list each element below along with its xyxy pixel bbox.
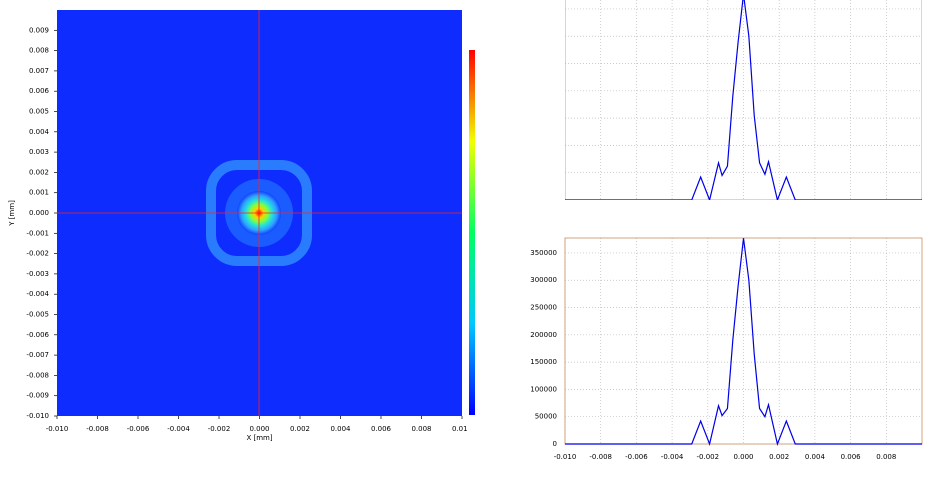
chart: -0.010 -0.009 -0.008 -0.007 -0.006 -0.005 -0.0… <box>8 26 505 442</box>
y-tick-label: 0 <box>553 440 557 448</box>
x-tick-label: -0.004 <box>661 453 684 461</box>
y-tick-label: 150000 <box>530 114 557 122</box>
colorbar-label: 75469.1 <box>480 324 505 331</box>
x-tick-label: 0.010 <box>452 425 472 433</box>
y-tick-label: 0.001 <box>29 189 49 197</box>
y-tick-label: -0.004 <box>26 290 49 298</box>
x-tick-label: 0.006 <box>371 425 392 433</box>
y-tick-label: 0.002 <box>29 168 49 176</box>
x-tick-label: 0.004 <box>805 453 826 461</box>
colorbar-label: 301876 <box>480 124 503 131</box>
x-tick-label: 0.006 <box>841 209 862 217</box>
colorbar-label: 264142 <box>480 157 503 164</box>
x-tick-label: -0.004 <box>661 209 684 217</box>
colorbar-label: 339611 <box>480 90 503 97</box>
x-tick-label: 0.000 <box>733 209 753 217</box>
x-tick-label: 0.008 <box>876 209 896 217</box>
x-tick-label: 0.002 <box>769 453 789 461</box>
x-tick-label: 0.002 <box>769 209 789 217</box>
x-tick-label: 0.000 <box>733 453 753 461</box>
y-tick-label: -0.007 <box>26 351 49 359</box>
y-tick-label: 50000 <box>535 169 557 177</box>
x-tick-label: -0.002 <box>697 209 720 217</box>
y-tick-label: 0.000 <box>29 209 49 217</box>
colorbar-label: 377345 <box>480 57 503 64</box>
x-tick-label: -0.004 <box>167 425 190 433</box>
heatmap-image <box>57 10 462 416</box>
y-tick-label: -0.002 <box>26 250 49 258</box>
x-tick-label: 0.004 <box>330 425 351 433</box>
colorbar-label: 113204 <box>480 291 503 298</box>
y-tick-label: 200000 <box>530 87 557 95</box>
x-tick-label: 0.004 <box>805 209 826 217</box>
y-tick-label: -0.010 <box>26 412 49 420</box>
x-tick-label: 0.008 <box>411 425 431 433</box>
y-tick-label: 350000 <box>530 249 557 257</box>
x-tick-label: -0.008 <box>589 453 612 461</box>
x-tick-label: -0.002 <box>208 425 231 433</box>
colorbar-label: 226407 <box>480 191 503 198</box>
y-tick-label: 100000 <box>530 141 557 149</box>
y-tick-label: 300000 <box>530 276 557 284</box>
y-tick-label: 0 <box>553 196 557 204</box>
colorbar-label: 0 <box>480 392 484 399</box>
x-tick-label: -0.010 <box>46 425 69 433</box>
y-tick-label: 0.009 <box>29 26 49 34</box>
y-tick-label: 100000 <box>530 385 557 393</box>
x-tick-label: -0.006 <box>625 209 648 217</box>
colorbar <box>469 50 475 415</box>
y-tick-label: 0.004 <box>29 128 50 136</box>
y-tick-label: -0.001 <box>26 229 49 237</box>
x-tick-label: -0.008 <box>589 209 612 217</box>
colorbar-label: 188673 <box>480 224 503 231</box>
y-tick-label: 150000 <box>530 358 557 366</box>
chart: 0 50000 100000 150000 200000 250000 300000 3500… <box>530 237 923 461</box>
y-axis-label: Y [mm] <box>8 200 16 227</box>
x-tick-label: 0.000 <box>249 425 269 433</box>
x-tick-label: -0.006 <box>625 453 648 461</box>
x-axis-label: X [mm] <box>246 434 272 442</box>
x-tick-label: -0.010 <box>554 453 577 461</box>
chart: 0 50000 100000 150000 200000 250000 300000 3500… <box>530 0 922 217</box>
y-tick-label: 0.007 <box>29 67 49 75</box>
x-tick-label: 0.006 <box>841 453 862 461</box>
x-tick-label: -0.010 <box>554 209 577 217</box>
line-series <box>565 238 922 447</box>
x-tick-label: 0.008 <box>876 453 896 461</box>
y-tick-label: 0.006 <box>29 87 50 95</box>
x-tick-label: -0.006 <box>127 425 150 433</box>
x-tick-label: -0.008 <box>86 425 109 433</box>
y-tick-label: 0.003 <box>29 148 49 156</box>
y-tick-label: 200000 <box>530 331 557 339</box>
colorbar-label: 150938 <box>480 258 503 265</box>
colorbar-label: 37734.5 <box>480 358 505 365</box>
plot-frame <box>564 237 923 445</box>
x-tick-label: -0.002 <box>697 453 720 461</box>
y-tick-label: -0.008 <box>26 371 49 379</box>
y-tick-label: 300000 <box>530 32 557 40</box>
y-tick-label: 0.005 <box>29 108 49 116</box>
y-tick-label: -0.009 <box>26 392 49 400</box>
y-tick-label: 250000 <box>530 60 557 68</box>
x-tick-label: 0.002 <box>290 425 310 433</box>
y-tick-label: -0.006 <box>26 331 49 339</box>
y-tick-label: 50000 <box>535 413 557 421</box>
y-tick-label: -0.003 <box>26 270 49 278</box>
y-tick-label: -0.005 <box>26 311 49 319</box>
y-tick-label: 350000 <box>530 5 557 13</box>
y-tick-label: 0.008 <box>29 47 49 55</box>
y-tick-label: 250000 <box>530 304 557 312</box>
